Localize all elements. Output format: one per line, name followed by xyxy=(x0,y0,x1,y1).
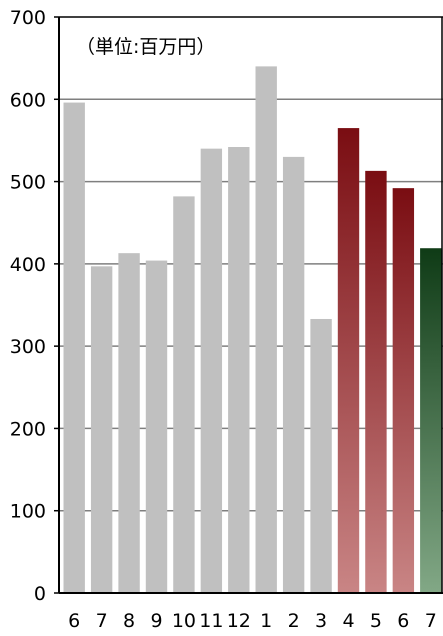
x-tick-label: 4 xyxy=(342,610,354,632)
y-tick-label: 0 xyxy=(34,583,46,605)
x-tick-labels: 6 7 8 9 10 11 12 1 2 3 4 5 6 7 xyxy=(68,610,437,632)
x-tick-label: 11 xyxy=(199,610,223,632)
y-tick-label: 200 xyxy=(10,418,46,440)
bar-4 xyxy=(145,260,168,593)
bar-10 xyxy=(310,318,332,593)
bar-9 xyxy=(282,156,305,593)
y-tick-label: 700 xyxy=(10,7,46,29)
bar-2 xyxy=(90,266,113,593)
axes xyxy=(58,16,443,594)
unit-label: （単位:百万円） xyxy=(76,36,215,58)
bar-12 xyxy=(365,170,387,594)
y-tick-labels: 0 100 200 300 400 500 600 700 xyxy=(10,7,46,605)
bar-5 xyxy=(173,196,195,593)
bars xyxy=(63,66,442,594)
x-tick-label: 12 xyxy=(227,610,251,632)
bar-7 xyxy=(228,147,250,594)
x-tick-label: 7 xyxy=(425,610,437,632)
bar-1 xyxy=(63,102,85,593)
x-tick-label: 2 xyxy=(288,610,300,632)
bar-13 xyxy=(392,188,415,593)
x-tick-label: 6 xyxy=(68,610,80,632)
x-tick-label: 1 xyxy=(260,610,272,632)
x-tick-label: 3 xyxy=(315,610,327,632)
x-tick-label: 8 xyxy=(123,610,135,632)
bar-3 xyxy=(118,253,140,593)
bar-6 xyxy=(200,148,223,593)
y-tick-label: 400 xyxy=(10,254,46,276)
x-tick-label: 9 xyxy=(150,610,162,632)
x-tick-label: 10 xyxy=(172,610,196,632)
bar-8 xyxy=(255,66,277,593)
x-tick-label: 5 xyxy=(370,610,382,632)
y-tick-label: 600 xyxy=(10,89,46,111)
y-tick-label: 300 xyxy=(10,336,46,358)
y-tick-label: 500 xyxy=(10,172,46,194)
y-tick-label: 100 xyxy=(10,501,46,523)
x-tick-label: 7 xyxy=(96,610,108,632)
x-tick-label: 6 xyxy=(397,610,409,632)
bar-11 xyxy=(337,128,360,594)
bar-14 xyxy=(420,248,442,594)
